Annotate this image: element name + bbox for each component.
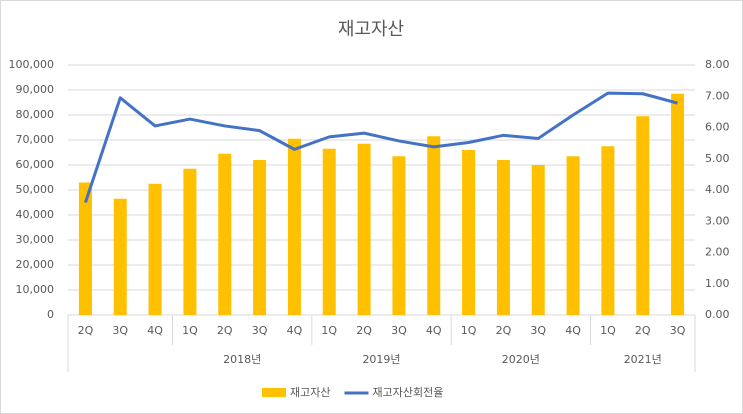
x-tick-label: 3Q: [391, 324, 407, 337]
x-tick-label: 3Q: [112, 324, 128, 337]
group-label: 2020년: [502, 353, 540, 366]
line: [83, 91, 678, 203]
y2-tick-label: 1.00: [705, 277, 730, 290]
x-tick-label: 2Q: [356, 324, 372, 337]
bar: [462, 150, 476, 315]
legend-swatch: [262, 388, 286, 397]
y2-tick-label: 2.00: [705, 246, 730, 259]
bar: [427, 136, 441, 315]
y2-tick-label: 0.00: [705, 308, 730, 321]
bar: [218, 153, 232, 315]
bar: [357, 143, 371, 315]
x-tick-label: 1Q: [182, 324, 198, 337]
y-tick-label: 90,000: [16, 83, 55, 96]
x-tick-label: 2Q: [635, 324, 651, 337]
x-tick-label: 4Q: [147, 324, 163, 337]
bar: [671, 93, 685, 315]
y-tick-label: 70,000: [16, 133, 55, 146]
x-tick-label: 4Q: [426, 324, 442, 337]
y-tick-label: 0: [47, 308, 54, 321]
bar: [113, 198, 127, 315]
y-tick-label: 60,000: [16, 158, 55, 171]
bar: [183, 168, 197, 315]
legend-label: 재고자산: [290, 386, 330, 399]
bar: [636, 116, 650, 315]
y-tick-label: 50,000: [16, 183, 55, 196]
y-tick-label: 100,000: [9, 58, 55, 71]
group-label: 2019년: [362, 353, 400, 366]
bar: [148, 183, 162, 315]
y2-tick-label: 3.00: [705, 214, 730, 227]
bar: [287, 138, 301, 315]
x-tick-label: 3Q: [670, 324, 686, 337]
bar: [78, 182, 92, 315]
x-tick-label: 2Q: [217, 324, 233, 337]
bar: [496, 160, 510, 315]
x-tick-label: 2Q: [496, 324, 512, 337]
group-label: 2021년: [624, 353, 662, 366]
y-tick-label: 20,000: [16, 258, 55, 271]
bar: [601, 146, 615, 315]
group-label: 2018년: [223, 353, 261, 366]
y2-tick-label: 4.00: [705, 183, 730, 196]
y-tick-label: 80,000: [16, 108, 55, 121]
y2-tick-label: 7.00: [705, 89, 730, 102]
bar: [322, 148, 336, 315]
y-tick-label: 30,000: [16, 233, 55, 246]
y2-tick-label: 5.00: [705, 152, 730, 165]
x-tick-label: 1Q: [321, 324, 337, 337]
chart-title: 재고자산: [338, 19, 404, 40]
legend-label: 재고자산회전율: [372, 386, 443, 399]
x-tick-label: 1Q: [600, 324, 616, 337]
bar: [531, 165, 545, 315]
bar: [253, 160, 267, 315]
x-tick-label: 3Q: [252, 324, 268, 337]
x-tick-label: 2Q: [78, 324, 94, 337]
x-tick-label: 3Q: [530, 324, 546, 337]
y2-tick-label: 6.00: [705, 121, 730, 134]
y-tick-label: 10,000: [16, 283, 55, 296]
bar: [392, 156, 406, 315]
x-tick-label: 4Q: [565, 324, 581, 337]
x-tick-label: 1Q: [461, 324, 477, 337]
bar: [566, 156, 580, 315]
y-tick-label: 40,000: [16, 208, 55, 221]
x-tick-label: 4Q: [287, 324, 303, 337]
y2-tick-label: 8.00: [705, 58, 730, 71]
